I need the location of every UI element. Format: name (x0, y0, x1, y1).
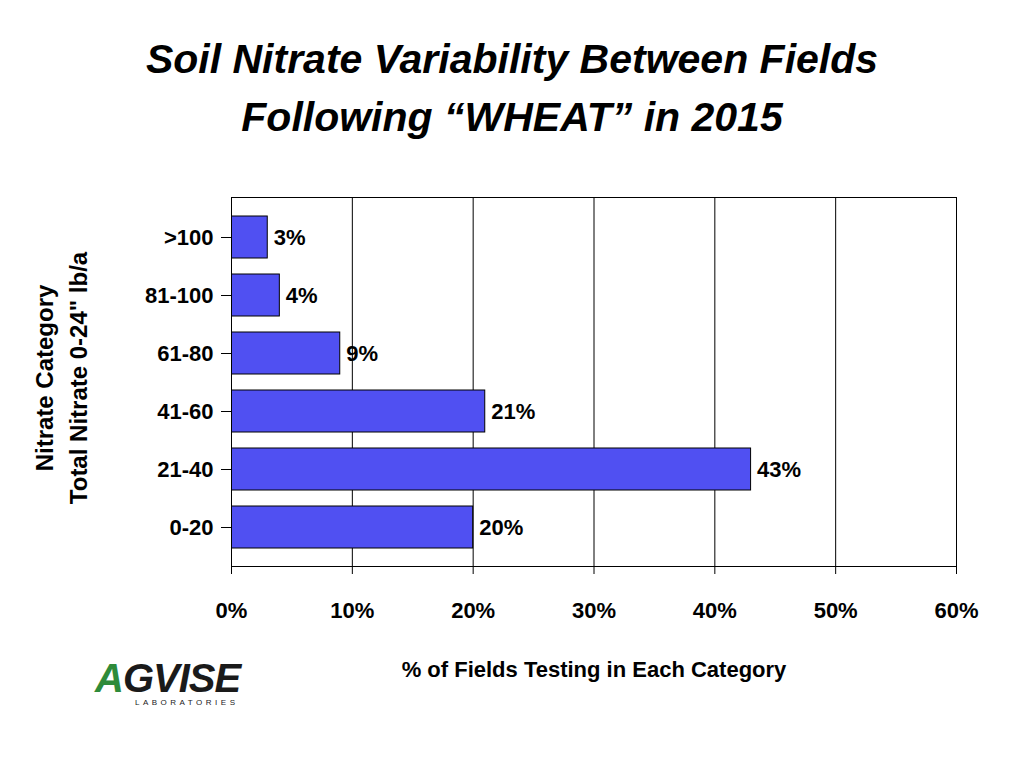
svg-text:20%: 20% (479, 515, 523, 540)
svg-text:40%: 40% (693, 598, 737, 623)
svg-text:>100: >100 (164, 225, 214, 250)
svg-text:60%: 60% (934, 598, 978, 623)
svg-text:20%: 20% (451, 598, 495, 623)
svg-text:21-40: 21-40 (157, 457, 213, 482)
svg-text:% of Fields Testing in Each Ca: % of Fields Testing in Each Category (402, 657, 787, 682)
svg-text:9%: 9% (346, 341, 378, 366)
html-text:A GVISE: A GVISE (95, 656, 241, 700)
svg-text:81-100: 81-100 (145, 283, 214, 308)
html-text:Soil Nitrate Variability Betwe: Soil Nitrate Variability Between Fields (145, 36, 879, 82)
svg-text:Nitrate CategoryTotal Nitrate: Nitrate CategoryTotal Nitrate 0-24" lb/a (31, 251, 92, 504)
svg-text:61-80: 61-80 (157, 341, 213, 366)
svg-text:10%: 10% (330, 598, 374, 623)
html-text:Following “WHEAT” in 2015: Following “WHEAT” in 2015 (241, 94, 783, 140)
svg-text:41-60: 41-60 (157, 399, 213, 424)
svg-text:43%: 43% (757, 457, 801, 482)
svg-text:21%: 21% (491, 399, 535, 424)
svg-text:0-20: 0-20 (169, 515, 213, 540)
html-text:LABORATORIES: LABORATORIES (135, 698, 239, 707)
svg-text:50%: 50% (814, 598, 858, 623)
svg-text:3%: 3% (274, 225, 306, 250)
svg-text:30%: 30% (572, 598, 616, 623)
svg-text:4%: 4% (286, 283, 318, 308)
svg-text:0%: 0% (216, 598, 248, 623)
